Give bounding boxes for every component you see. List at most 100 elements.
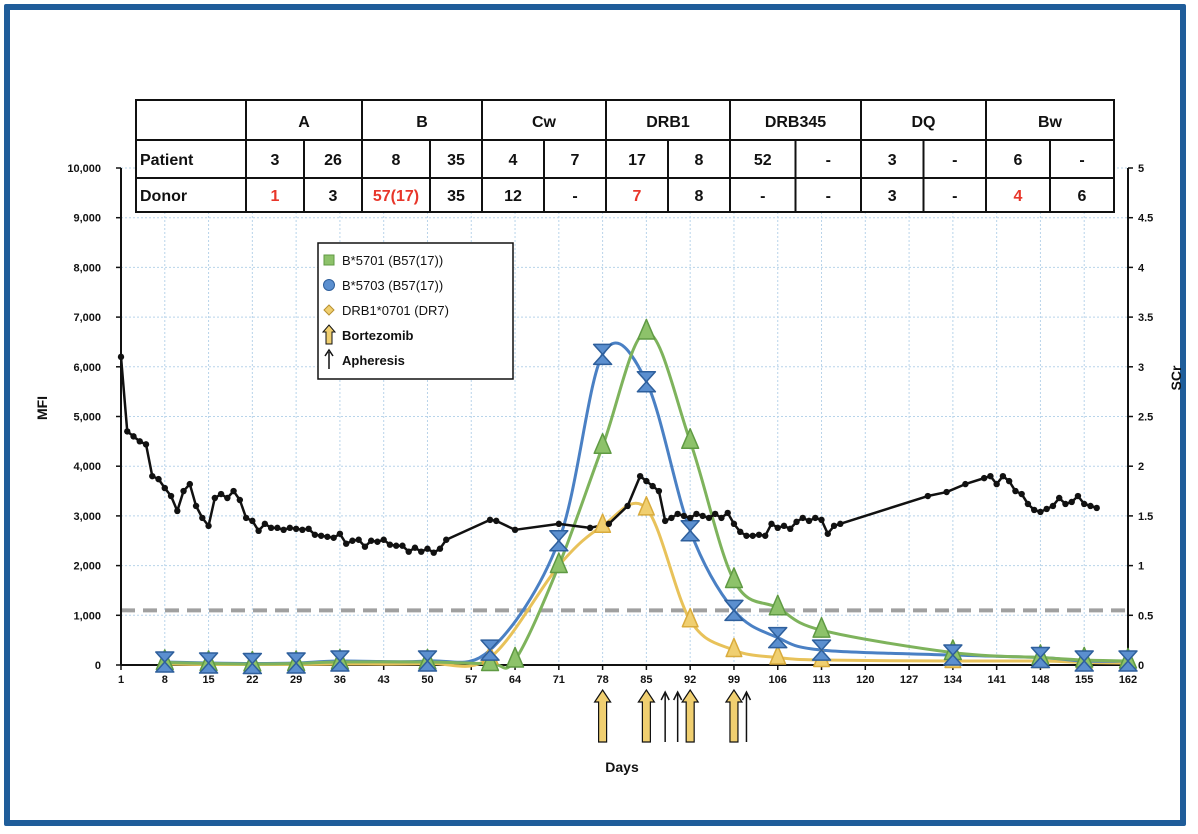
table-cell: 57(17) [373,188,419,205]
table-cell: 12 [504,188,522,205]
scr-point [699,512,706,520]
table-row-label: Donor [140,188,187,205]
scr-point [180,487,187,495]
y2-tick-label: 3.5 [1138,312,1153,324]
scr-point [643,477,650,485]
b5701-marker [812,616,831,638]
scr-point [1087,502,1094,510]
series-line-0 [164,330,1129,670]
scr-point [380,536,387,543]
figure-frame [4,4,1186,826]
x-tick-label: 50 [421,674,433,686]
table-cell: 3 [271,152,280,169]
b5703-marker [592,343,613,366]
scr-point [436,545,444,552]
scr-point [924,492,932,500]
legend-circle-marker [323,279,335,291]
table-border [135,99,1115,213]
x-tick-label: 92 [684,674,696,686]
scr-point [999,472,1007,480]
table-cell: 4 [1014,188,1023,205]
scr-point [242,514,250,522]
b5701-marker [681,428,700,450]
series-lines [119,330,1129,670]
table-cell: 7 [571,152,580,169]
table-cell: - [952,152,957,169]
treatment-arrows [593,688,752,743]
table-header: Bw [1038,114,1063,131]
x-axis-label: Days [605,759,639,775]
scr-point [230,487,237,495]
table-cell: 8 [695,152,704,169]
x-tick-label: 22 [246,674,258,686]
table-cell: 3 [888,152,897,169]
y2-tick-label: 0 [1138,660,1144,672]
scr-point [837,520,844,528]
scr-point [424,545,431,552]
scr-point [818,516,825,524]
bortezomib-arrow [681,688,700,743]
legend-label: Bortezomib [342,328,414,343]
scr-point [605,520,613,528]
scr-point [311,531,319,538]
scr-point [1055,494,1063,502]
x-tick-label: 36 [334,674,346,686]
scr-point [361,543,369,550]
b5703-marker [943,644,963,666]
scr-point [943,488,950,496]
table-cell: - [826,188,831,205]
legend-apheresis-arrowhead [324,348,334,357]
b5703-marker [767,626,788,649]
scr-point [768,520,775,528]
scr-point [249,517,256,525]
legend-bortezomib-arrow [321,324,337,345]
legend-box [317,242,514,380]
scr-point [830,522,838,530]
x-tick-label: 85 [640,674,652,686]
scr-point [1012,487,1019,495]
scr-point [217,490,225,498]
scr-point [405,548,412,555]
x-tick-label: 120 [856,674,874,686]
scr-point [124,428,131,435]
y-tick-label: 0 [95,660,101,672]
x-tick-label: 141 [987,674,1005,686]
table-header: Cw [532,114,557,131]
y2-axis-label: SCr [1168,365,1184,390]
y2-tick-label: 1 [1138,561,1144,573]
scr-point [730,520,738,528]
y-axis-label: MFI [34,396,50,420]
scr-point [686,514,694,522]
scr-point [199,514,206,522]
dr7-marker [769,645,787,665]
scr-point [780,522,788,530]
table-header: B [416,114,428,131]
table-cell: 8 [695,188,704,205]
scr-point [661,517,669,525]
scr-point [142,441,150,448]
y2-tick-label: 4 [1138,262,1145,274]
scr-point [718,514,725,522]
scr-point [1068,498,1075,506]
b5703-marker [480,639,500,661]
scr-point [1062,500,1069,508]
scr-point [418,548,425,555]
dr7-marker [637,495,655,516]
table-header: DQ [912,114,936,131]
scr-point [486,516,494,524]
x-tick-label: 43 [378,674,390,686]
b5701-marker [505,646,525,668]
scr-point [493,517,500,525]
b5703-marker [242,652,263,675]
scr-point [737,528,744,536]
scr-point [393,542,400,549]
scr-point [443,536,450,543]
scr-point [149,472,156,480]
b5703-marker [549,530,569,552]
x-tick-label: 78 [596,674,608,686]
x-tick-label: 99 [728,674,740,686]
scr-point [743,532,750,539]
y-tick-label: 2,000 [73,561,101,573]
scr-point [987,472,994,480]
x-tick-label: 29 [290,674,302,686]
